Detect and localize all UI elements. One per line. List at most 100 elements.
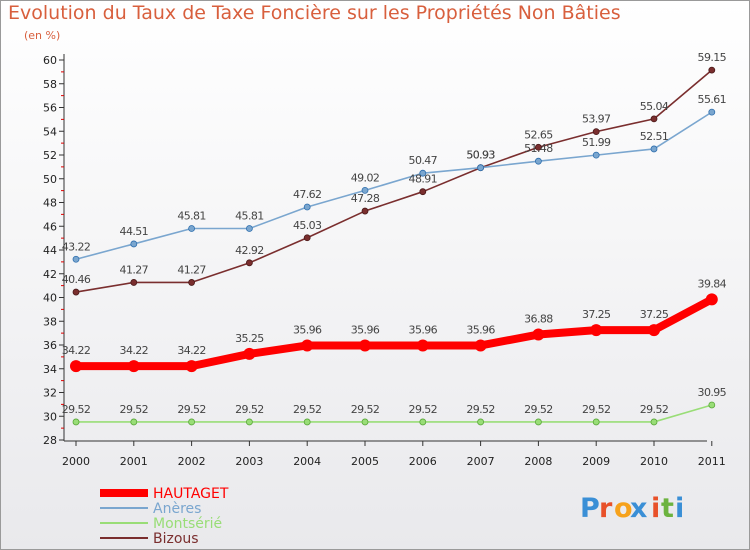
data-label-montserie: 29.52: [466, 403, 495, 416]
data-point-bizous: [72, 288, 80, 296]
data-label-aneres: 49.02: [351, 171, 380, 184]
data-point-bizous: [188, 279, 196, 286]
data-label-bizous: 52.65: [524, 128, 553, 141]
series-hautaget: [70, 293, 718, 373]
y-tick-label: 38: [43, 315, 57, 328]
logo-letter: r: [599, 493, 613, 524]
x-tick-label: 2009: [582, 455, 610, 468]
data-label-hautaget: 35.96: [351, 323, 380, 336]
data-label-hautaget: 37.25: [582, 308, 611, 321]
series-line-aneres: [75, 111, 713, 261]
data-point-aneres: [535, 157, 542, 165]
data-point-montserie: [245, 418, 253, 426]
series-line-bizous: [75, 69, 713, 293]
data-label-montserie: 29.52: [582, 403, 611, 416]
data-label-montserie: 29.52: [62, 403, 91, 416]
x-tick-label: 2004: [293, 455, 321, 468]
data-label-hautaget: 35.96: [409, 323, 438, 336]
data-label-bizous: 40.46: [62, 273, 91, 286]
data-label-montserie: 29.52: [120, 403, 149, 416]
x-tick-label: 2003: [235, 455, 263, 468]
data-label-bizous: 42.92: [235, 244, 264, 257]
data-label-aneres: 51.99: [582, 136, 611, 149]
data-label-montserie: 29.52: [640, 403, 669, 416]
y-tick-label: 50: [43, 173, 57, 186]
data-label-montserie: 29.52: [177, 403, 206, 416]
data-point-hautaget: [301, 339, 314, 352]
y-tick-label: 42: [43, 268, 57, 281]
data-point-bizous: [708, 66, 716, 74]
x-tick-label: 2008: [524, 455, 552, 468]
data-point-aneres: [650, 145, 658, 153]
chart-subtitle: (en %): [24, 29, 61, 42]
data-point-hautaget: [648, 324, 660, 337]
data-point-aneres: [245, 225, 253, 232]
legend-label-hautaget: HAUTAGET: [153, 486, 229, 502]
data-point-montserie: [72, 418, 80, 426]
data-point-hautaget: [416, 339, 429, 352]
logo-letter: i: [651, 493, 660, 524]
y-tick-label: 46: [43, 220, 57, 233]
data-point-bizous: [245, 259, 253, 267]
chart-title: Evolution du Taux de Taxe Foncière sur l…: [8, 2, 621, 24]
data-point-montserie: [361, 418, 369, 426]
data-label-hautaget: 34.22: [177, 344, 206, 357]
data-point-montserie: [650, 418, 658, 426]
data-label-aneres: 51.48: [524, 142, 553, 155]
legend-label-montserie: Montsérié: [153, 516, 222, 532]
x-tick-label: 2000: [62, 455, 90, 468]
data-label-bizous: 55.04: [640, 100, 669, 113]
y-tick-label: 32: [43, 387, 57, 400]
data-point-aneres: [188, 225, 196, 232]
data-point-montserie: [592, 418, 600, 426]
y-tick-label: 60: [43, 54, 57, 67]
data-point-aneres: [361, 186, 369, 194]
y-tick-label: 36: [43, 339, 57, 352]
data-label-hautaget: 34.22: [62, 344, 91, 357]
data-point-montserie: [477, 418, 485, 426]
y-tick-label: 28: [43, 434, 57, 447]
logo-letter: x: [630, 493, 647, 524]
y-tick-label: 48: [43, 197, 57, 210]
data-point-montserie: [535, 418, 542, 426]
x-tick-label: 2010: [640, 455, 668, 468]
data-label-aneres: 50.93: [466, 149, 495, 162]
logo-letter: i: [675, 493, 684, 524]
data-point-hautaget: [705, 293, 718, 306]
data-label-hautaget: 35.96: [293, 323, 322, 336]
series-montserie: [72, 401, 716, 426]
data-label-montserie: 29.52: [524, 403, 553, 416]
data-label-bizous: 45.03: [293, 219, 322, 232]
data-label-hautaget: 36.88: [524, 313, 553, 326]
data-label-bizous: 59.15: [698, 51, 727, 64]
x-tick-label: 2001: [120, 455, 148, 468]
data-label-aneres: 55.61: [698, 93, 727, 106]
data-point-aneres: [72, 255, 80, 263]
series-aneres: [72, 108, 716, 263]
data-label-aneres: 43.22: [62, 240, 91, 253]
logo-letter: o: [614, 493, 633, 524]
data-point-bizous: [535, 143, 542, 151]
data-label-hautaget: 39.84: [698, 277, 727, 290]
data-label-hautaget: 35.96: [466, 323, 495, 336]
y-tick-label: 34: [43, 363, 57, 376]
data-label-bizous: 41.27: [120, 263, 149, 276]
data-point-hautaget: [474, 339, 487, 352]
data-label-aneres: 52.51: [640, 130, 669, 143]
data-point-hautaget: [590, 324, 603, 337]
data-point-montserie: [130, 418, 138, 426]
data-label-montserie: 29.52: [409, 403, 438, 416]
data-point-montserie: [303, 418, 311, 426]
data-label-hautaget: 34.22: [120, 344, 149, 357]
y-tick-label: 44: [43, 244, 57, 257]
x-tick-label: 2007: [467, 455, 495, 468]
logo-letter: P: [580, 493, 600, 524]
data-label-montserie: 29.52: [351, 403, 380, 416]
data-point-montserie: [708, 401, 716, 409]
data-label-montserie: 30.95: [698, 386, 727, 399]
y-tick-label: 40: [43, 292, 57, 305]
data-label-bizous: 50.93: [466, 149, 495, 162]
legend-label-aneres: Anères: [153, 501, 201, 517]
legend-label-bizous: Bizous: [153, 531, 199, 547]
